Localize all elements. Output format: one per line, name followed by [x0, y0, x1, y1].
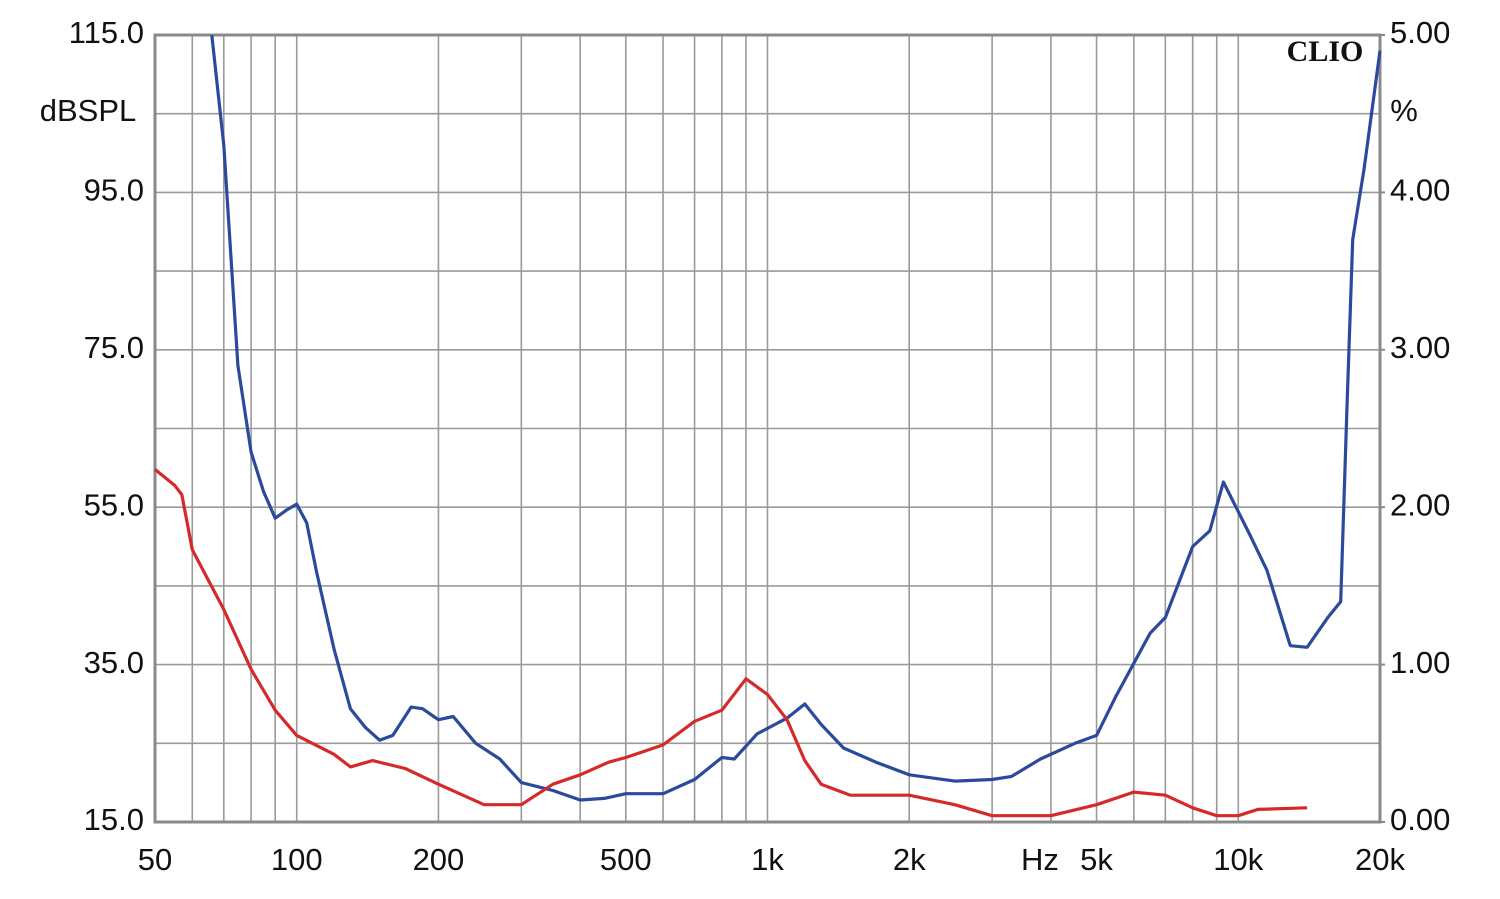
y2-axis-label: % [1390, 93, 1418, 128]
x-tick-label: 2k [893, 842, 926, 877]
x-tick-label: 5k [1080, 842, 1113, 877]
y2-tick-label: 3.00 [1390, 330, 1450, 365]
x-tick-label: 100 [271, 842, 323, 877]
plot-frame [153, 33, 1382, 824]
y-tick-label: 15.0 [84, 802, 144, 837]
x-tick-label: 1k [751, 842, 784, 877]
y2-tick-label: 5.00 [1390, 15, 1450, 50]
annotation: CLIO [1287, 35, 1364, 68]
data-line [153, 468, 1308, 818]
y-tick-label: 35.0 [84, 645, 144, 680]
y-tick-label: 95.0 [84, 173, 144, 208]
y-tick-label: 115.0 [69, 15, 144, 50]
y-axis-label: dBSPL [40, 93, 137, 128]
data-line [210, 34, 1382, 802]
x-tick-label: 10k [1213, 842, 1263, 877]
y2-tick-label: 0.00 [1390, 802, 1450, 837]
x-tick-label: 20k [1355, 842, 1405, 877]
x-tick-label: 200 [413, 842, 465, 877]
x-tick-label: 500 [600, 842, 652, 877]
y2-tick-label: 4.00 [1390, 173, 1450, 208]
x-tick-label: 50 [138, 842, 172, 877]
y-tick-label: 55.0 [84, 487, 144, 522]
y2-tick-label: 1.00 [1390, 645, 1450, 680]
y2-tick-label: 2.00 [1390, 487, 1450, 522]
y-tick-label: 75.0 [84, 330, 144, 365]
x-axis-label: Hz [1021, 842, 1059, 877]
